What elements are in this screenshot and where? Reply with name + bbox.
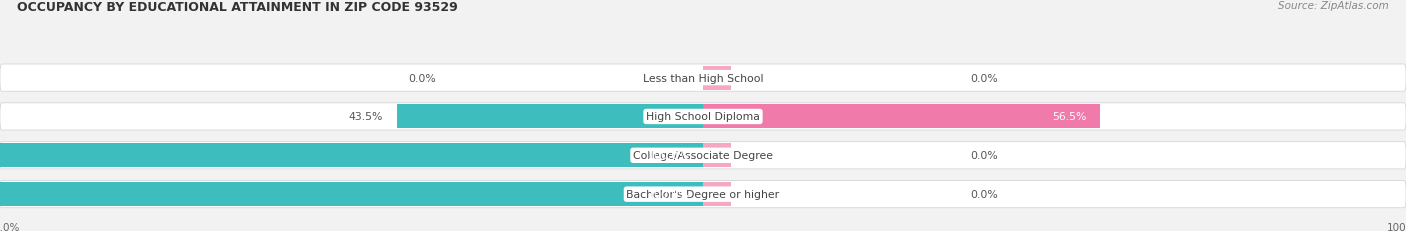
Text: 0.0%: 0.0% (408, 73, 436, 83)
Text: High School Diploma: High School Diploma (647, 112, 759, 122)
Text: OCCUPANCY BY EDUCATIONAL ATTAINMENT IN ZIP CODE 93529: OCCUPANCY BY EDUCATIONAL ATTAINMENT IN Z… (17, 1, 457, 14)
Text: 100.0%: 100.0% (647, 151, 689, 161)
FancyBboxPatch shape (0, 142, 1406, 169)
FancyBboxPatch shape (0, 181, 1406, 208)
Bar (703, 66, 731, 90)
Text: Less than High School: Less than High School (643, 73, 763, 83)
FancyBboxPatch shape (0, 103, 1406, 131)
Text: 0.0%: 0.0% (970, 73, 998, 83)
FancyBboxPatch shape (0, 65, 1406, 92)
Bar (398, 105, 703, 129)
Text: 0.0%: 0.0% (970, 151, 998, 161)
Text: 0.0%: 0.0% (970, 189, 998, 199)
Bar (703, 105, 1099, 129)
Text: College/Associate Degree: College/Associate Degree (633, 151, 773, 161)
Bar (0, 182, 703, 206)
Bar (703, 182, 731, 206)
Text: 56.5%: 56.5% (1052, 112, 1087, 122)
Text: Source: ZipAtlas.com: Source: ZipAtlas.com (1278, 1, 1389, 11)
Text: 43.5%: 43.5% (349, 112, 382, 122)
Text: 100.0%: 100.0% (647, 189, 689, 199)
Text: Bachelor's Degree or higher: Bachelor's Degree or higher (627, 189, 779, 199)
Bar (703, 144, 731, 168)
Bar (0, 144, 703, 168)
